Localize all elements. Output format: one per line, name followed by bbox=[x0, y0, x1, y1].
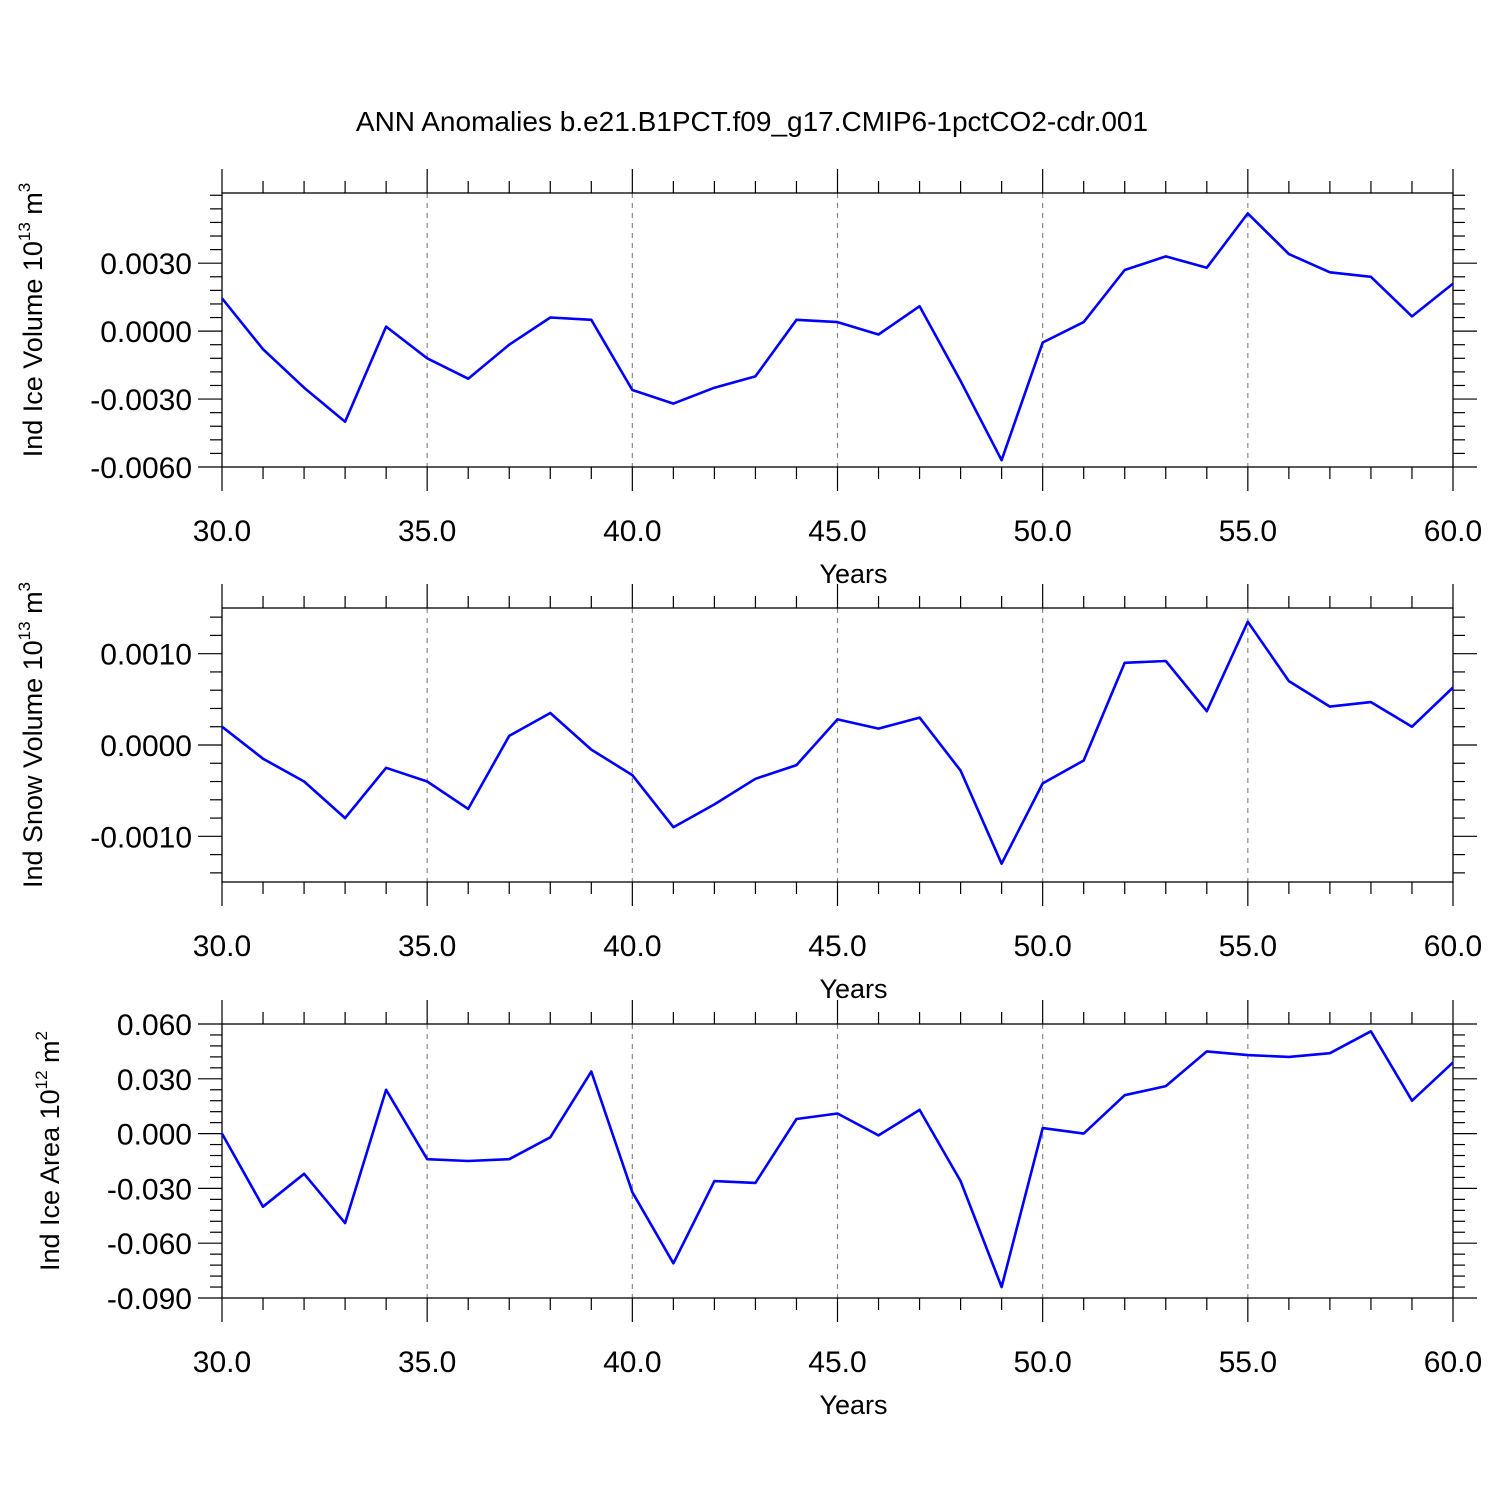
y-tick-label: 0.0030 bbox=[100, 248, 192, 281]
y-tick-label: 0.060 bbox=[117, 1009, 192, 1042]
panels: 30.0 35.0 40.0 45.0 50.0 55.0 60.0 -0.0060 -0.00… bbox=[15, 169, 1482, 1420]
x-tick-label: 30.0 bbox=[193, 930, 251, 963]
y-axis-label: Ind Ice Volume 1013 m3 bbox=[15, 183, 48, 458]
x-axis-label: Years bbox=[819, 1390, 887, 1420]
x-tick-label: 50.0 bbox=[1013, 930, 1071, 963]
x-tick-label: 30.0 bbox=[193, 515, 251, 548]
x-tick-label: 50.0 bbox=[1013, 1346, 1071, 1379]
x-tick-label: 60.0 bbox=[1424, 1346, 1482, 1379]
figure-title: ANN Anomalies b.e21.B1PCT.f09_g17.CMIP6-… bbox=[356, 106, 1148, 137]
y-axis-label: Ind Snow Volume 1013 m3 bbox=[15, 582, 48, 888]
y-tick-label: -0.0060 bbox=[90, 452, 192, 485]
series-line bbox=[220, 212, 1454, 462]
y-tick-label: -0.030 bbox=[107, 1173, 192, 1206]
y-tick-label: 0.0000 bbox=[100, 316, 192, 349]
panel-2: 30.0 35.0 40.0 45.0 50.0 55.0 60.0 -0.0010 0.000… bbox=[15, 582, 1482, 1004]
y-axis-label-unit-exponent: 3 bbox=[15, 183, 34, 192]
y-axis-label-exponent: 13 bbox=[15, 222, 34, 241]
y-axis-label-exponent: 12 bbox=[32, 1070, 51, 1089]
y-axis-label-unit: m bbox=[18, 192, 48, 222]
x-tick-label: 55.0 bbox=[1219, 515, 1277, 548]
x-tick-label: 45.0 bbox=[808, 515, 866, 548]
y-axis-label-unit: m bbox=[18, 591, 48, 621]
y-axis-label-unit-exponent: 3 bbox=[15, 582, 34, 591]
x-tick-label: 40.0 bbox=[603, 930, 661, 963]
x-tick-label: 35.0 bbox=[398, 1346, 456, 1379]
y-tick-label: -0.090 bbox=[107, 1283, 192, 1316]
y-tick-label: 0.030 bbox=[117, 1064, 192, 1097]
x-tick-label: 45.0 bbox=[808, 930, 866, 963]
x-axis-label: Years bbox=[819, 559, 887, 589]
x-tick-label: 40.0 bbox=[603, 515, 661, 548]
y-axis-label-main: Ind Ice Volume 10 bbox=[18, 241, 48, 457]
series-line bbox=[220, 1030, 1454, 1289]
series-line bbox=[221, 620, 1454, 866]
x-tick-label: 60.0 bbox=[1424, 515, 1482, 548]
x-tick-label: 30.0 bbox=[193, 1346, 251, 1379]
y-tick-label: -0.060 bbox=[107, 1228, 192, 1261]
y-tick-label: 0.000 bbox=[117, 1119, 192, 1152]
y-axis-label-unit: m bbox=[35, 1040, 65, 1070]
y-tick-label: -0.0010 bbox=[90, 821, 192, 854]
y-tick-label: 0.0010 bbox=[100, 639, 192, 672]
y-axis-label-exponent: 13 bbox=[15, 621, 34, 640]
x-tick-label: 35.0 bbox=[398, 930, 456, 963]
y-tick-label: 0.0000 bbox=[100, 730, 192, 763]
x-tick-label: 35.0 bbox=[398, 515, 456, 548]
y-tick-label: -0.0030 bbox=[90, 384, 192, 417]
y-axis-label-main: Ind Ice Area 10 bbox=[35, 1089, 65, 1271]
x-tick-label: 55.0 bbox=[1219, 930, 1277, 963]
x-tick-label: 60.0 bbox=[1424, 930, 1482, 963]
x-tick-label: 40.0 bbox=[603, 1346, 661, 1379]
x-tick-label: 45.0 bbox=[808, 1346, 866, 1379]
x-axis-label: Years bbox=[819, 974, 887, 1004]
panel-3: 30.0 35.0 40.0 45.0 50.0 55.0 60.0 -0.090 -0.060… bbox=[32, 1000, 1482, 1420]
panel-1: 30.0 35.0 40.0 45.0 50.0 55.0 60.0 -0.0060 -0.00… bbox=[15, 169, 1482, 589]
x-tick-label: 55.0 bbox=[1219, 1346, 1277, 1379]
x-tick-label: 50.0 bbox=[1013, 515, 1071, 548]
y-axis-label: Ind Ice Area 1012 m2 bbox=[32, 1031, 65, 1271]
y-axis-label-unit-exponent: 2 bbox=[32, 1031, 51, 1040]
y-axis-label-main: Ind Snow Volume 10 bbox=[18, 640, 48, 888]
